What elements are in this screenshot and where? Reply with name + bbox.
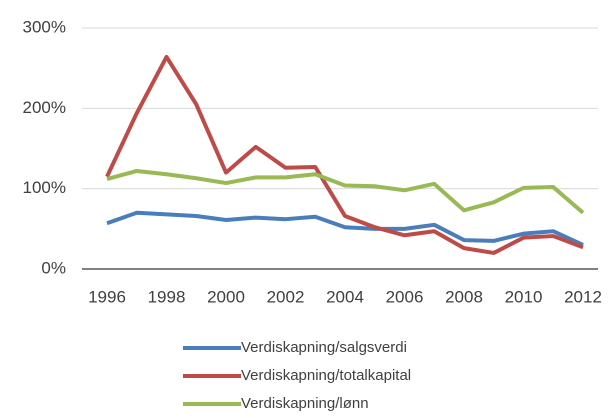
- legend-label: Verdiskapning/totalkapital: [241, 367, 411, 384]
- x-tick-label: 1998: [148, 287, 186, 306]
- x-tick-label: 2008: [445, 287, 483, 306]
- y-tick-label: 200%: [23, 98, 66, 117]
- y-tick-label: 300%: [23, 17, 66, 36]
- x-tick-label: 2004: [326, 287, 364, 306]
- legend-label: Verdiskapning/salgsverdi: [241, 339, 407, 356]
- series-line: [105, 54, 584, 255]
- x-tick-label: 2006: [386, 287, 424, 306]
- series-line: [106, 210, 584, 247]
- series-line: [106, 168, 585, 215]
- x-tick-label: 2012: [564, 287, 602, 306]
- x-tick-label: 2002: [267, 287, 305, 306]
- x-tick-label: 1996: [88, 287, 126, 306]
- x-tick-label: 2000: [207, 287, 245, 306]
- legend-label: Verdiskapning/lønn: [241, 395, 369, 412]
- x-tick-label: 2010: [505, 287, 543, 306]
- y-tick-label: 100%: [23, 178, 66, 197]
- y-tick-label: 0%: [41, 258, 66, 277]
